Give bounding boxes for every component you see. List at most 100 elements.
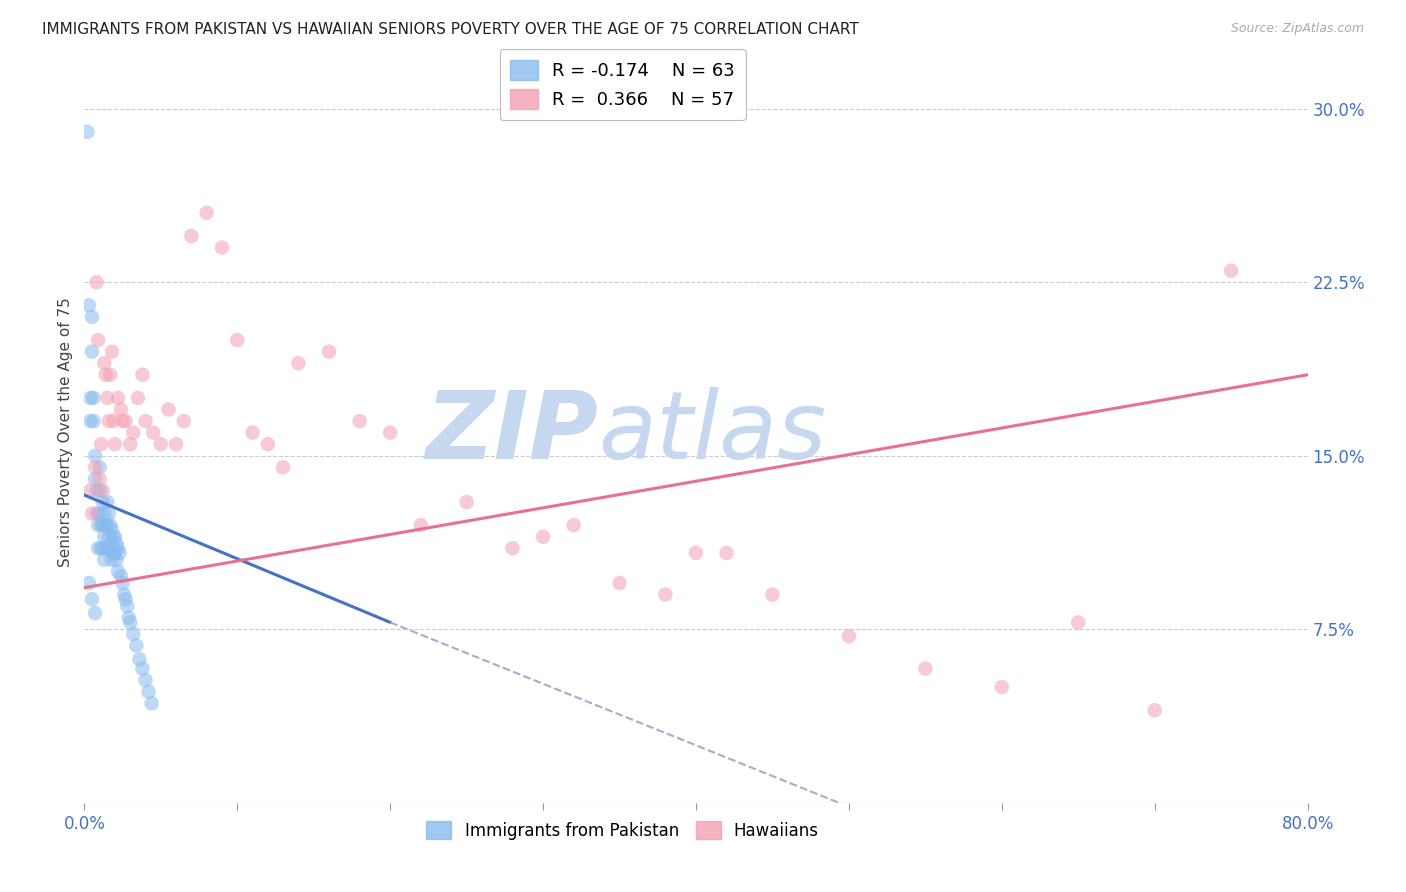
- Point: [1220, 263, 1243, 277]
- Point: [94, 368, 117, 382]
- Point: [654, 588, 676, 602]
- Point: [93, 553, 115, 567]
- Point: [135, 414, 157, 428]
- Point: [96, 495, 118, 509]
- Point: [91, 495, 114, 509]
- Point: [112, 588, 135, 602]
- Point: [609, 576, 631, 591]
- Point: [1143, 703, 1166, 717]
- Point: [83, 414, 105, 428]
- Point: [105, 536, 128, 550]
- Point: [107, 541, 129, 556]
- Point: [84, 460, 107, 475]
- Point: [80, 507, 103, 521]
- Point: [84, 606, 107, 620]
- Point: [91, 483, 114, 498]
- Point: [83, 391, 105, 405]
- Point: [86, 483, 108, 498]
- Point: [104, 530, 127, 544]
- Point: [80, 344, 103, 359]
- Point: [96, 391, 118, 405]
- Point: [98, 518, 121, 533]
- Point: [257, 437, 280, 451]
- Point: [90, 518, 112, 533]
- Point: [104, 437, 127, 451]
- Point: [97, 530, 120, 544]
- Point: [180, 229, 202, 244]
- Point: [87, 518, 110, 533]
- Point: [87, 541, 110, 556]
- Point: [456, 495, 478, 509]
- Point: [242, 425, 264, 440]
- Point: [103, 414, 125, 428]
- Point: [79, 483, 101, 498]
- Point: [120, 437, 142, 451]
- Point: [685, 546, 707, 560]
- Point: [94, 518, 117, 533]
- Point: [101, 344, 124, 359]
- Point: [104, 546, 127, 560]
- Point: [114, 592, 136, 607]
- Point: [108, 546, 131, 560]
- Point: [101, 536, 124, 550]
- Point: [838, 629, 860, 643]
- Point: [914, 662, 936, 676]
- Point: [127, 391, 149, 405]
- Point: [761, 588, 783, 602]
- Point: [349, 414, 371, 428]
- Point: [80, 310, 103, 324]
- Point: [77, 298, 100, 312]
- Point: [105, 553, 128, 567]
- Point: [135, 673, 157, 688]
- Point: [409, 518, 432, 533]
- Point: [101, 523, 124, 537]
- Point: [1067, 615, 1090, 630]
- Point: [165, 437, 187, 451]
- Point: [131, 662, 153, 676]
- Point: [120, 615, 142, 630]
- Point: [89, 460, 111, 475]
- Point: [103, 530, 125, 544]
- Point: [101, 553, 124, 567]
- Text: IMMIGRANTS FROM PAKISTAN VS HAWAIIAN SENIORS POVERTY OVER THE AGE OF 75 CORRELAT: IMMIGRANTS FROM PAKISTAN VS HAWAIIAN SEN…: [42, 22, 859, 37]
- Point: [125, 639, 148, 653]
- Point: [138, 685, 160, 699]
- Point: [226, 333, 249, 347]
- Point: [84, 449, 107, 463]
- Point: [131, 368, 153, 382]
- Point: [110, 402, 132, 417]
- Point: [79, 414, 101, 428]
- Point: [77, 576, 100, 591]
- Point: [114, 414, 136, 428]
- Point: [142, 425, 165, 440]
- Point: [318, 344, 340, 359]
- Point: [531, 530, 554, 544]
- Point: [110, 569, 132, 583]
- Y-axis label: Seniors Poverty Over the Age of 75: Seniors Poverty Over the Age of 75: [58, 298, 73, 567]
- Point: [103, 546, 125, 560]
- Point: [211, 240, 233, 255]
- Point: [716, 546, 738, 560]
- Point: [271, 460, 294, 475]
- Point: [118, 610, 141, 624]
- Text: Source: ZipAtlas.com: Source: ZipAtlas.com: [1230, 22, 1364, 36]
- Point: [122, 627, 145, 641]
- Text: ZIP: ZIP: [425, 386, 598, 479]
- Point: [97, 414, 120, 428]
- Point: [97, 507, 120, 521]
- Point: [94, 541, 117, 556]
- Point: [195, 206, 218, 220]
- Point: [90, 437, 112, 451]
- Point: [76, 125, 98, 139]
- Point: [111, 414, 134, 428]
- Point: [93, 356, 115, 370]
- Point: [287, 356, 309, 370]
- Point: [107, 391, 129, 405]
- Point: [89, 472, 111, 486]
- Point: [991, 680, 1014, 694]
- Point: [502, 541, 524, 556]
- Point: [128, 652, 150, 666]
- Text: atlas: atlas: [598, 387, 827, 478]
- Point: [122, 425, 145, 440]
- Point: [90, 541, 112, 556]
